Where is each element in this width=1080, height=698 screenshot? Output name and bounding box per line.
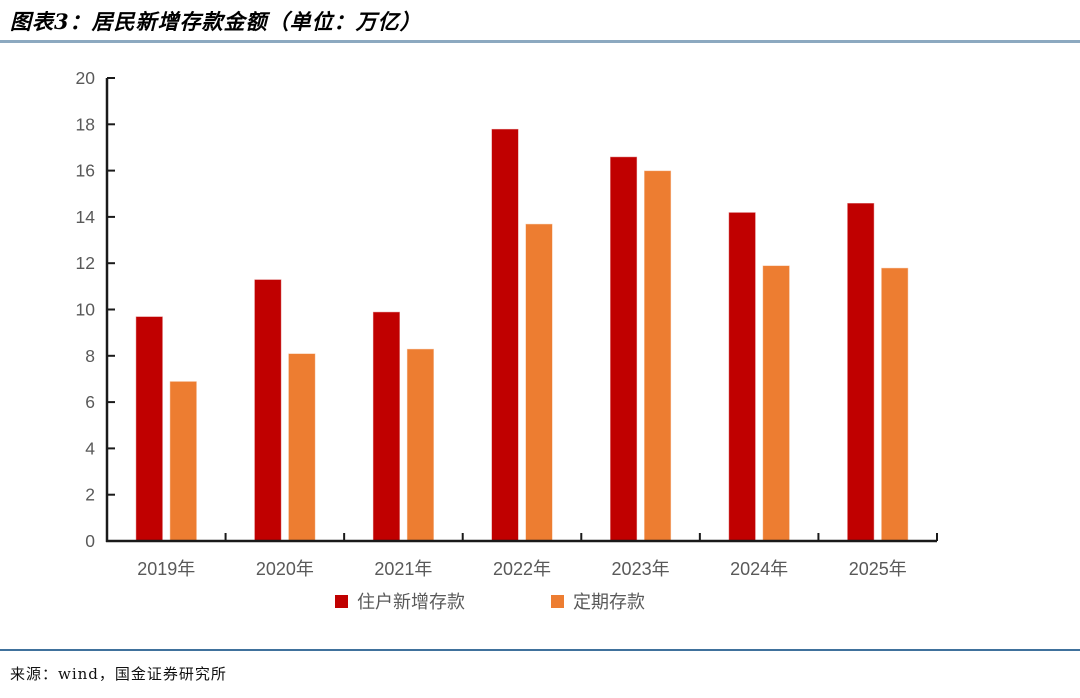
title-divider (0, 40, 1080, 43)
svg-text:2: 2 (85, 485, 95, 505)
household-deposits-swatch-icon (335, 594, 348, 608)
svg-text:2021年: 2021年 (374, 559, 432, 579)
svg-text:12: 12 (76, 253, 95, 273)
svg-text:10: 10 (76, 300, 96, 320)
svg-text:18: 18 (76, 114, 95, 134)
time-deposits-label: 定期存款 (573, 592, 645, 612)
chart-legend: 住户新增存款 定期存款 (0, 588, 980, 614)
svg-text:8: 8 (85, 346, 95, 366)
source-note: 来源：wind，国金证券研究所 (10, 665, 227, 683)
svg-text:2019年: 2019年 (137, 559, 195, 579)
svg-text:20: 20 (76, 68, 96, 88)
figure-title: 图表3：居民新增存款金额（单位：万亿） (10, 9, 422, 34)
footer-divider (0, 649, 1080, 651)
svg-text:2024年: 2024年 (730, 559, 788, 579)
svg-text:4: 4 (85, 438, 95, 458)
time-deposits-swatch-icon (551, 594, 564, 608)
legend-item-time-deposits: 定期存款 (551, 588, 645, 614)
legend-item-household-new-deposits: 住户新增存款 (335, 588, 465, 614)
svg-text:6: 6 (85, 392, 95, 412)
svg-text:2023年: 2023年 (612, 559, 670, 579)
svg-text:14: 14 (76, 207, 96, 227)
svg-text:2025年: 2025年 (849, 559, 907, 579)
household-deposits-label: 住户新增存款 (357, 592, 465, 612)
svg-text:16: 16 (76, 161, 95, 181)
svg-text:2022年: 2022年 (493, 559, 551, 579)
svg-text:2020年: 2020年 (256, 559, 314, 579)
svg-text:0: 0 (85, 531, 95, 551)
